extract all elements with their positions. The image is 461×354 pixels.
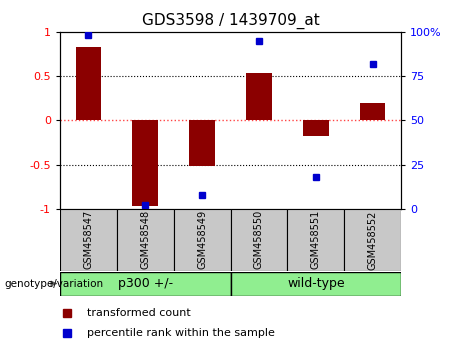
Text: GSM458550: GSM458550 [254, 210, 264, 269]
Text: wild-type: wild-type [287, 277, 344, 290]
Bar [287, 209, 344, 271]
Bar [132, 120, 158, 206]
Bar [60, 272, 230, 296]
Text: GSM458552: GSM458552 [367, 210, 378, 269]
Bar [117, 209, 174, 271]
Text: transformed count: transformed count [87, 308, 191, 318]
Bar [60, 209, 117, 271]
Title: GDS3598 / 1439709_at: GDS3598 / 1439709_at [142, 13, 319, 29]
Bar [246, 74, 272, 120]
Bar [303, 120, 329, 136]
Text: GSM458551: GSM458551 [311, 210, 321, 269]
Text: GSM458547: GSM458547 [83, 210, 94, 269]
Text: percentile rank within the sample: percentile rank within the sample [87, 328, 275, 338]
Text: GSM458549: GSM458549 [197, 210, 207, 269]
Text: GSM458548: GSM458548 [140, 210, 150, 269]
Text: genotype/variation: genotype/variation [5, 279, 104, 289]
Bar [230, 209, 287, 271]
Bar [174, 209, 230, 271]
Text: p300 +/-: p300 +/- [118, 277, 173, 290]
Bar [230, 272, 401, 296]
Bar [189, 120, 215, 166]
Bar [344, 209, 401, 271]
Bar [360, 103, 385, 120]
Bar [76, 47, 101, 120]
